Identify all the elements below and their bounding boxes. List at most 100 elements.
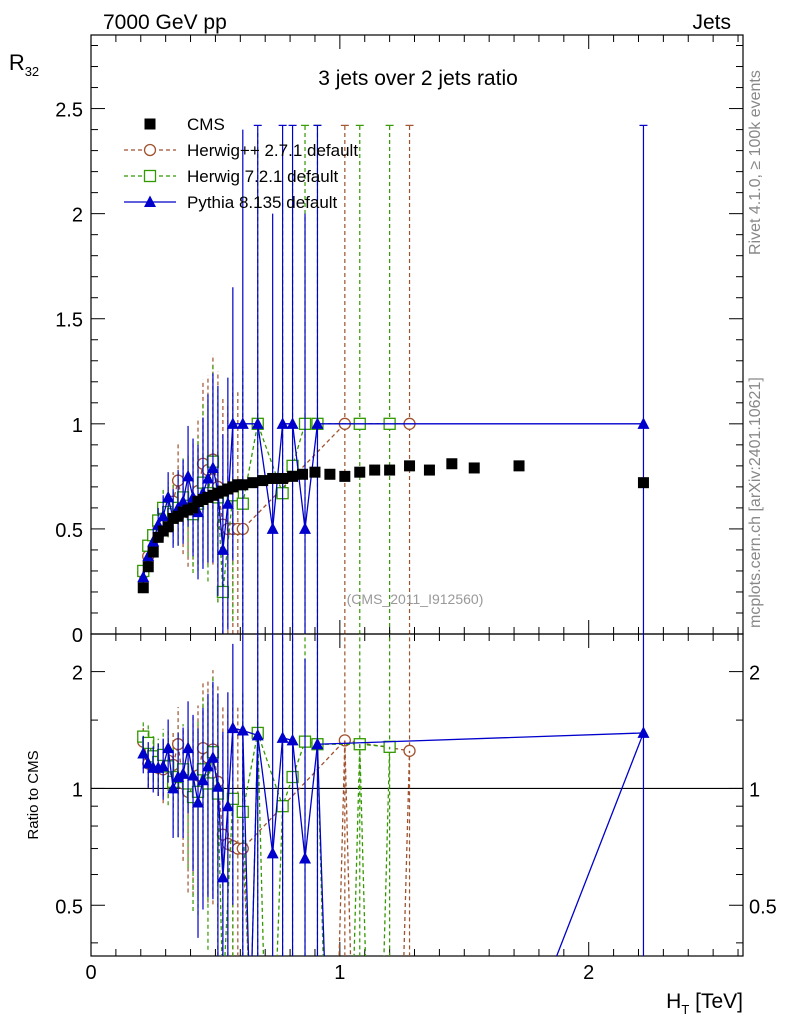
herwig-2-7-1-default-ratio-dropout <box>344 740 411 956</box>
pythia-8-135-default-point <box>276 417 289 429</box>
pythia-8-135-default-point <box>286 417 299 429</box>
cms-point <box>237 479 249 491</box>
cms-point <box>162 521 174 533</box>
legend-marker-pythia-8-135-default <box>144 195 156 207</box>
ratio-data <box>137 634 650 1003</box>
pythia-8-135-default-ratio-point <box>206 751 219 763</box>
pythia-8-135-default-ratio-point <box>182 741 195 754</box>
pythia-8-135-default-ratio-point <box>211 780 224 792</box>
pythia-8-135-default-ratio-dropout <box>316 732 645 956</box>
legend-marker-herwig-2-7-1-default <box>143 143 157 157</box>
pythia-8-135-default-ratio-point <box>157 759 170 772</box>
ratio-ytick-label: 0.5 <box>55 896 83 918</box>
cms-point <box>142 561 154 573</box>
pythia-8-135-default-point <box>137 570 150 583</box>
xtick-label: 0 <box>85 962 96 984</box>
main-ytick-label: 0.5 <box>55 520 83 542</box>
cms-point <box>297 468 309 480</box>
analysis-watermark: (CMS_2011_I912560) <box>347 591 484 607</box>
ratio-panel: 0 1 2 0.5 0.5 1 1 2 2 <box>55 35 777 1003</box>
chart-title: 3 jets over 2 jets ratio <box>318 67 518 90</box>
cms-point <box>287 470 299 482</box>
legend-label-herwig-2-7-1-default: Herwig++ 2.7.1 default <box>187 141 358 160</box>
pythia-8-135-default-ratio-point <box>226 721 239 734</box>
ratio-ytick-label-right: 2 <box>749 663 760 685</box>
pythia-8-135-default-ratio-point <box>196 773 209 786</box>
pythia-8-135-default-ratio-point <box>162 741 175 754</box>
cms-point <box>257 475 269 487</box>
main-ytick-label: 1 <box>72 415 83 437</box>
rivet-version-label: Rivet 4.1.0, ≥ 100k events <box>747 70 764 255</box>
pythia-8-135-default-ratio-point <box>187 768 200 781</box>
cms-point <box>324 468 336 480</box>
pythia-8-135-default-ratio-point <box>167 781 180 794</box>
pythia-8-135-default-point <box>162 490 175 503</box>
pythia-8-135-default-point <box>236 417 249 429</box>
herwig-2-7-1-default-ratio-dropout <box>242 740 346 956</box>
ratio-ytick-label-right: 0.5 <box>749 896 777 918</box>
main-data <box>137 124 650 634</box>
header-left: 7000 GeV pp <box>103 11 227 34</box>
pythia-8-135-default-ratio-point <box>299 851 312 864</box>
cms-point <box>468 462 480 474</box>
pythia-8-135-default-ratio-point <box>637 726 650 738</box>
cms-point <box>384 464 396 476</box>
herwig-7-2-1-default-ratio-point <box>217 992 228 1003</box>
cms-point <box>339 470 351 482</box>
pythia-8-135-default-point <box>311 417 324 429</box>
legend-label-pythia-8-135-default: Pythia 8.135 default <box>187 193 338 212</box>
xtick-label: 1 <box>334 962 345 984</box>
cms-point <box>404 460 416 472</box>
pythia-8-135-default-ratio-point <box>201 759 214 772</box>
pythia-8-135-default-ratio-point <box>276 731 289 743</box>
cms-point <box>277 472 289 484</box>
pythia-8-135-default-ratio-point <box>177 767 190 779</box>
pythia-8-135-default-ratio-point <box>221 799 234 812</box>
legend-marker-herwig-7-2-1-default <box>143 169 157 183</box>
cms-point <box>354 466 366 478</box>
herwig-7-2-1-default-ratio-dropout <box>257 732 284 956</box>
legend-marker-cms <box>144 118 156 130</box>
cms-point <box>147 546 159 558</box>
pythia-8-135-default-point <box>251 417 264 429</box>
mcplots-label: mcplots.cern.ch [arXiv:2401.10621] <box>747 377 764 628</box>
cms-point <box>152 531 164 543</box>
pythia-8-135-default-point <box>299 522 312 534</box>
cms-point <box>423 464 435 476</box>
cms-point <box>187 502 199 514</box>
pythia-8-135-default-point <box>637 417 650 429</box>
pythia-8-135-default-point <box>221 497 234 509</box>
legend-label-herwig-7-2-1-default: Herwig 7.2.1 default <box>187 167 338 186</box>
pythia-8-135-default-ratio-point <box>192 795 205 808</box>
cms-point <box>513 460 525 472</box>
pythia-8-135-default-point <box>216 543 229 555</box>
cms-point <box>137 582 149 594</box>
pythia-8-135-default-ratio-point <box>266 846 279 859</box>
header-right: Jets <box>692 11 731 34</box>
herwig-7-2-1-default-ratio-dropout <box>359 744 391 956</box>
herwig-7-2-1-default-ratio-dropout <box>242 732 259 956</box>
legend: CMS Herwig++ 2.7.1 default Herwig 7.2.1 de… <box>124 115 358 212</box>
pythia-8-135-default-ratio-point <box>311 737 324 750</box>
main-ytick-label: 1.5 <box>55 310 83 332</box>
ratio-ytick-label-right: 1 <box>749 779 760 801</box>
pythia-8-135-default-point <box>157 509 170 522</box>
main-ytick-label: 2.5 <box>55 100 83 122</box>
cms-point <box>446 458 458 470</box>
legend-label-cms: CMS <box>187 115 225 134</box>
pythia-8-135-default-ratio-point <box>172 770 185 783</box>
cms-point <box>309 466 321 478</box>
pythia-8-135-default-point <box>201 471 214 484</box>
ratio-ytick-label: 2 <box>72 663 83 685</box>
pythia-8-135-default-ratio-point <box>137 747 150 759</box>
pythia-8-135-default-point <box>266 522 279 534</box>
main-ytick-label: 2 <box>72 205 83 227</box>
main-ylabel: R32 <box>9 50 39 79</box>
pythia-8-135-default-point <box>226 417 239 429</box>
pythia-8-135-default-ratio-point <box>216 870 229 883</box>
main-ytick-label: 0 <box>72 625 83 647</box>
pythia-8-135-default-ratio-point <box>236 724 249 736</box>
x-axis-label: HT [TeV] <box>666 990 743 1017</box>
cms-point <box>369 464 381 476</box>
